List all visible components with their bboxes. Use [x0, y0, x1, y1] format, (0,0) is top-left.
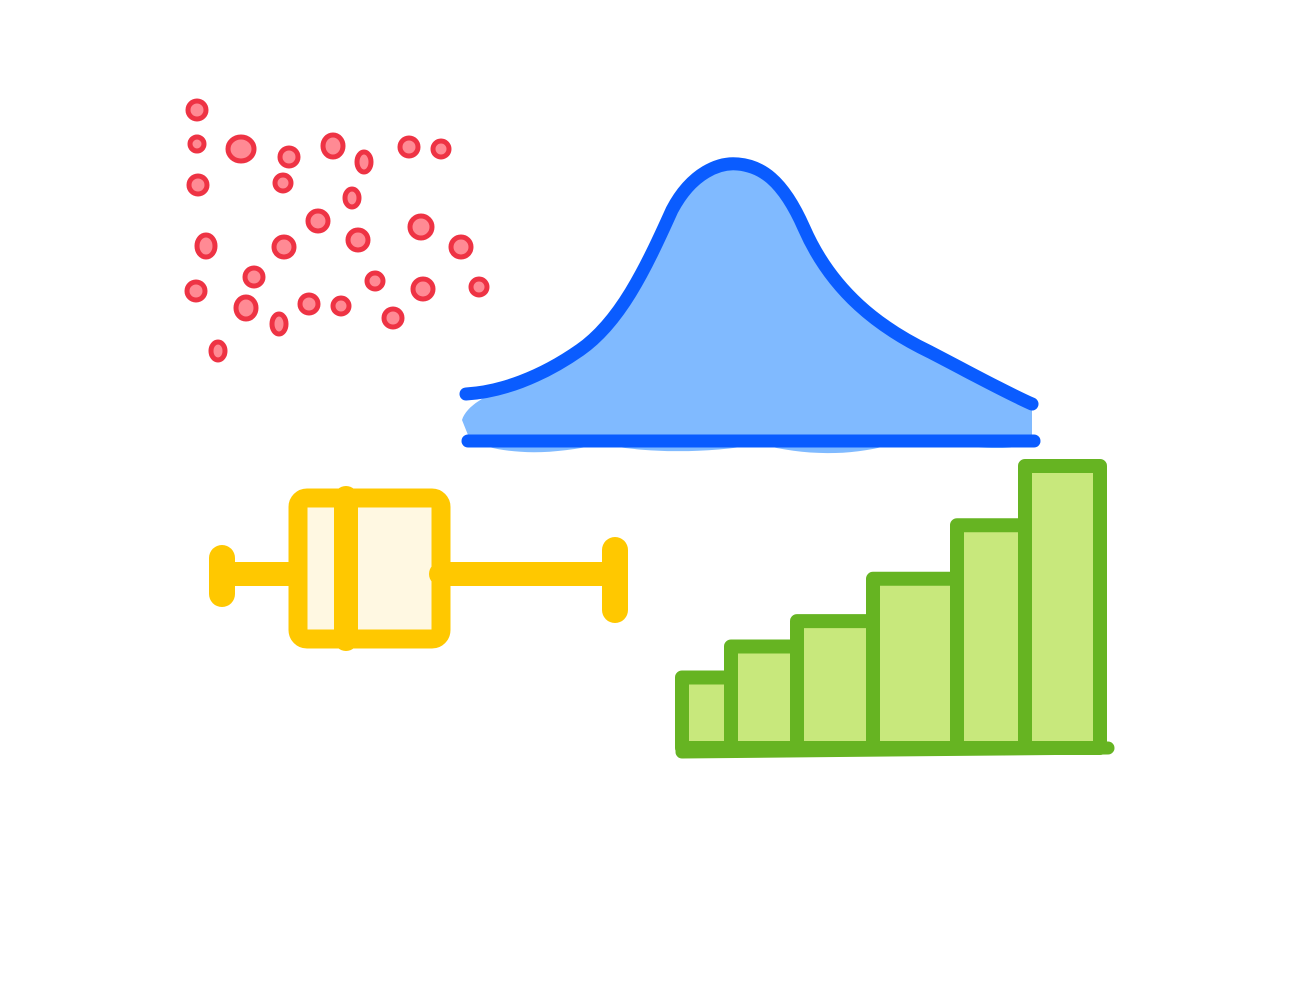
bell-curve-line — [459, 157, 1039, 411]
scatter-dot — [225, 134, 257, 164]
scatter-dot — [410, 276, 436, 302]
bar-chart-baseline — [675, 741, 1115, 759]
scatter-dot — [242, 265, 266, 289]
bar — [675, 670, 738, 755]
scatter-dot — [354, 149, 374, 175]
box-plot-box — [288, 488, 451, 649]
scatter-dot — [397, 135, 421, 159]
bell-curve-area — [462, 161, 1032, 454]
bar — [790, 614, 880, 755]
scatter-dot — [269, 311, 289, 337]
bar — [866, 571, 964, 755]
scatter-dot — [468, 276, 490, 298]
scatter-dot — [330, 295, 352, 317]
scatter-dot — [208, 339, 228, 363]
box-plot-icon — [209, 486, 628, 651]
scatter-dot — [272, 172, 294, 194]
scatter-dot — [381, 306, 405, 330]
scatter-dot — [277, 145, 301, 169]
scatter-dot — [342, 186, 362, 210]
scatter-dot — [186, 173, 210, 197]
scatter-dot — [305, 208, 331, 234]
scatter-dot — [184, 279, 208, 303]
bar — [1018, 459, 1107, 755]
bar — [724, 639, 804, 755]
scatter-dot — [297, 292, 321, 316]
scatter-dot — [430, 138, 452, 160]
scatter-dot — [271, 234, 297, 260]
scatter-dot — [194, 232, 218, 260]
bell-curve-icon — [459, 157, 1041, 454]
scatter-plot-icon — [184, 98, 490, 363]
scatter-dot — [364, 270, 386, 292]
scatter-dot — [233, 294, 259, 322]
scatter-dot — [320, 132, 346, 160]
scatter-dot — [187, 134, 207, 154]
bar-chart-icon — [675, 459, 1115, 759]
scatter-dot — [185, 98, 209, 122]
bar — [950, 518, 1032, 755]
scatter-dot — [407, 213, 435, 241]
scatter-dot — [448, 234, 474, 260]
scatter-dot — [345, 227, 371, 253]
